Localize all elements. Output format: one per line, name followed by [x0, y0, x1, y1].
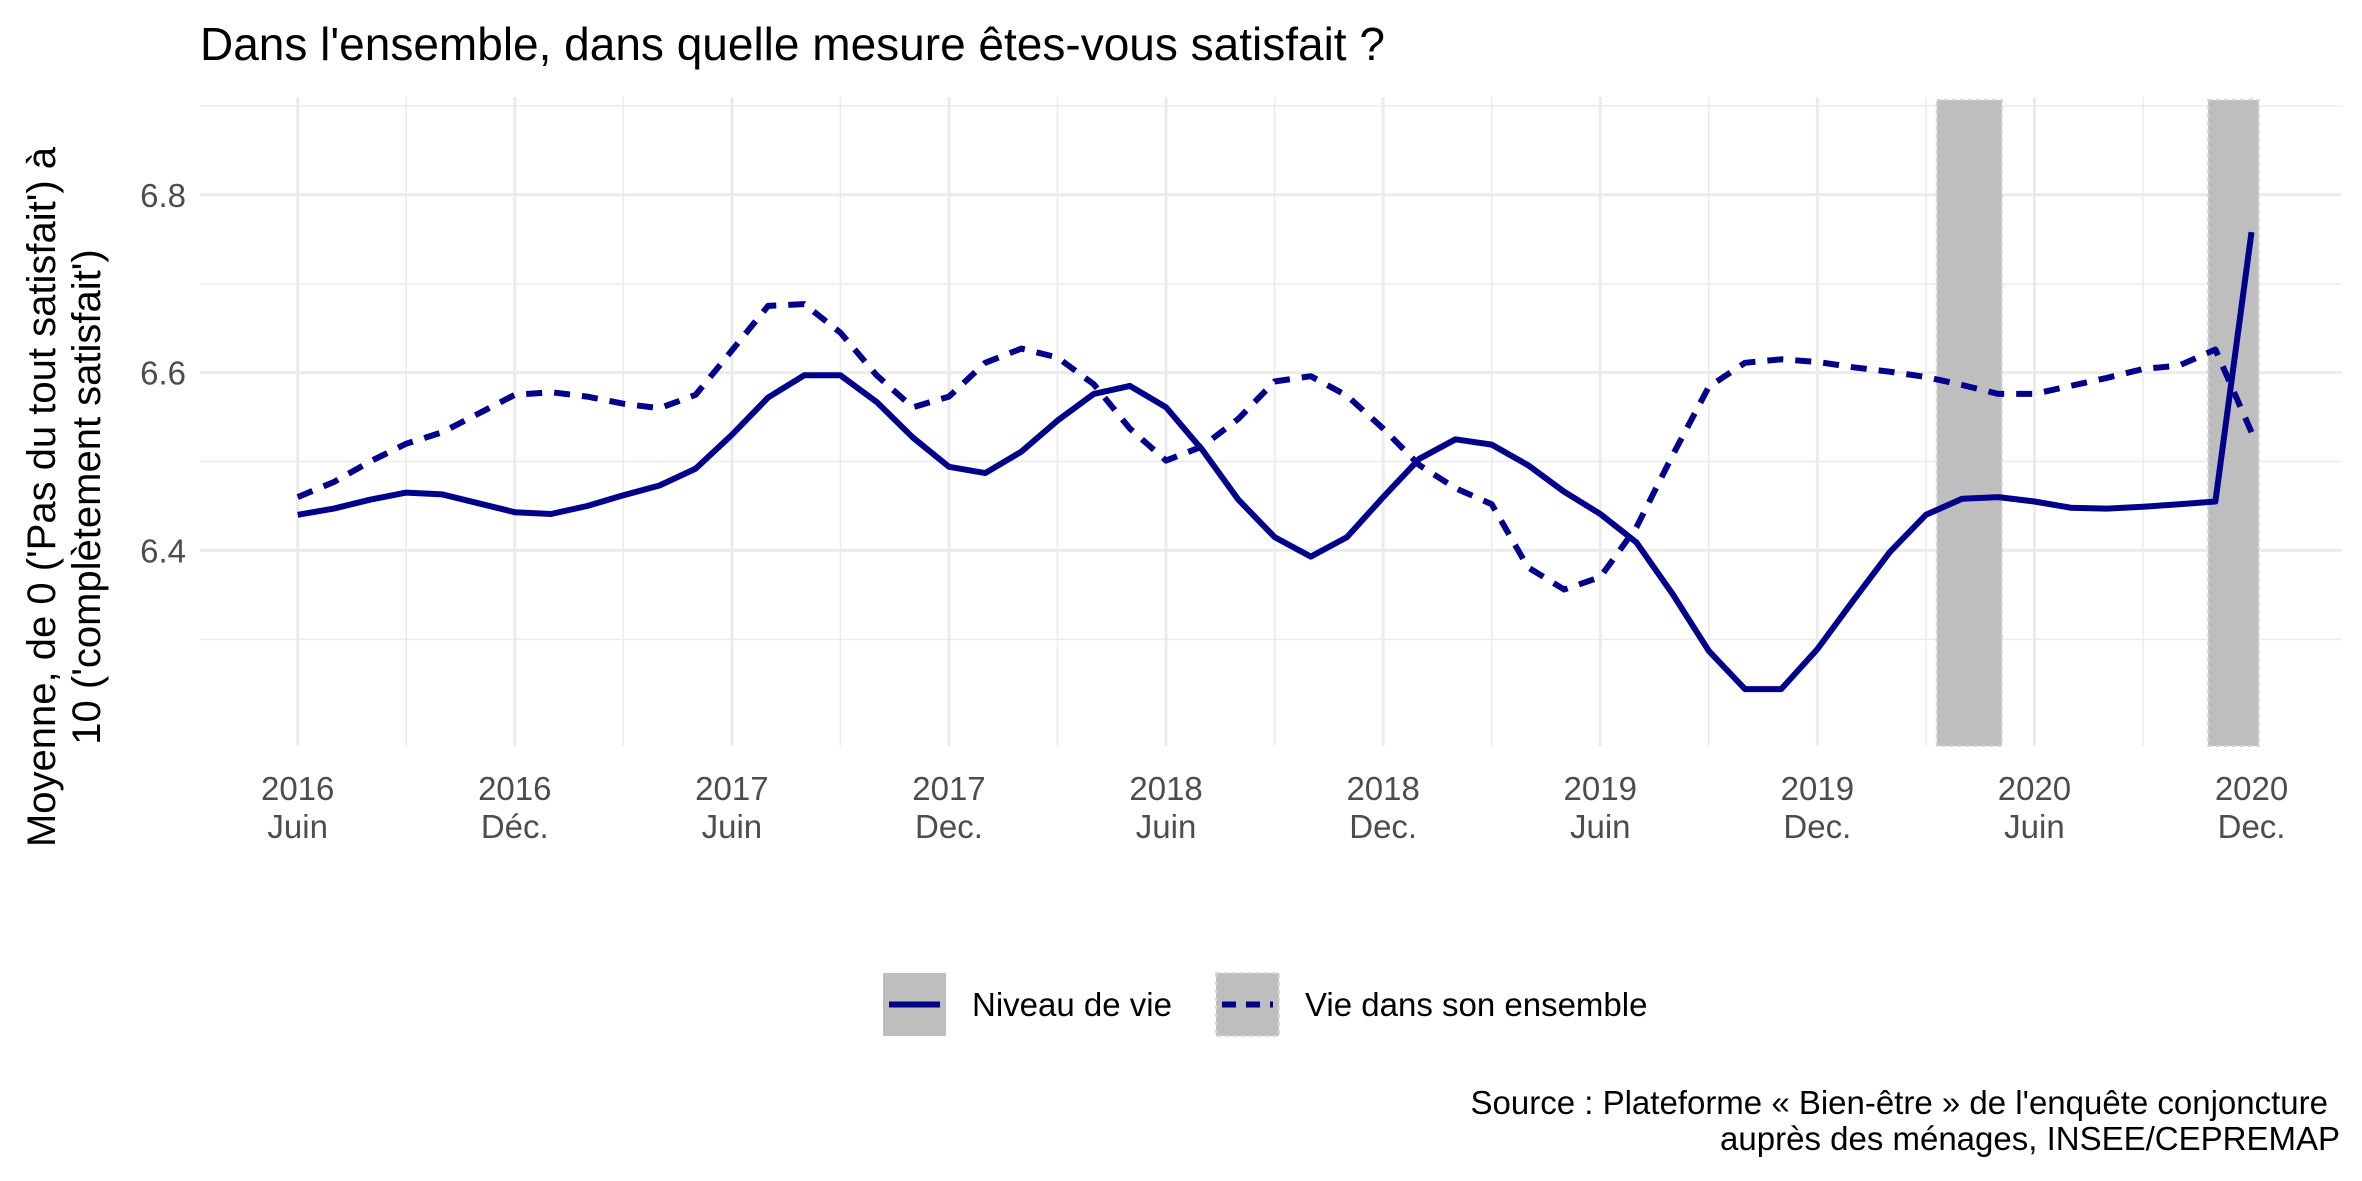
x-tick-label-year: 2020: [2215, 770, 2288, 807]
shaded-period: [1935, 99, 2003, 747]
x-tick-label-year: 2020: [1998, 770, 2071, 807]
x-tick-label-year: 2018: [1129, 770, 1202, 807]
x-tick-label-month: Dec.: [1783, 808, 1851, 845]
shaded-periods: [1935, 99, 2260, 747]
y-axis-title: Moyenne, de 0 ('Pas du tout satisfait') …: [20, 146, 109, 847]
grid-major: [200, 97, 2342, 746]
x-tick-label-year: 2017: [695, 770, 768, 807]
x-tick-label-year: 2017: [912, 770, 985, 807]
grid-minor: [200, 97, 2342, 746]
caption-line1: Source : Plateforme « Bien-être » de l'e…: [1471, 1084, 2328, 1121]
x-tick-label-year: 2019: [1564, 770, 1637, 807]
x-tick-label-year: 2016: [478, 770, 551, 807]
y-axis-ticks: 6.4 6.6 6.8: [140, 177, 186, 570]
x-tick-label-month: Dec.: [2218, 808, 2286, 845]
chart-title: Dans l'ensemble, dans quelle mesure êtes…: [200, 18, 1385, 70]
x-tick-label-month: Juin: [1570, 808, 1631, 845]
series-lines: [296, 231, 2255, 693]
series-line-vie-dans-son-ensemble: [296, 301, 2255, 593]
legend-label-niveau-de-vie: Niveau de vie: [972, 986, 1172, 1023]
legend-label-vie-dans-son-ensemble: Vie dans son ensemble: [1305, 986, 1647, 1023]
x-tick-label-month: Juin: [2004, 808, 2065, 845]
x-axis-ticks: 2016Juin2016Déc.2017Juin2017Dec.2018Juin…: [261, 770, 2288, 845]
x-tick-label-year: 2018: [1346, 770, 1419, 807]
x-tick-label-year: 2019: [1781, 770, 1854, 807]
x-tick-label-month: Déc.: [481, 808, 549, 845]
legend: Niveau de vie Vie dans son ensemble: [883, 972, 1647, 1037]
x-tick-label-month: Juin: [1136, 808, 1197, 845]
x-tick-label-month: Dec.: [915, 808, 983, 845]
y-tick-label: 6.4: [140, 532, 186, 569]
series-line-niveau-de-vie: [297, 231, 2255, 693]
y-tick-label: 6.8: [140, 177, 186, 214]
y-axis-title-line1: Moyenne, de 0 ('Pas du tout satisfait') …: [20, 146, 64, 847]
x-tick-label-month: Dec.: [1349, 808, 1417, 845]
y-tick-label: 6.6: [140, 355, 186, 392]
caption: Source : Plateforme « Bien-être » de l'e…: [1471, 1084, 2340, 1157]
y-axis-title-line2: 10 ('complètement satisfait'): [65, 249, 109, 744]
x-tick-label-month: Juin: [267, 808, 328, 845]
x-tick-label-year: 2016: [261, 770, 334, 807]
plot-area: [200, 97, 2342, 747]
x-tick-label-month: Juin: [702, 808, 763, 845]
caption-line2: auprès des ménages, INSEE/CEPREMAP: [1720, 1120, 2340, 1157]
shaded-period: [2207, 99, 2260, 747]
